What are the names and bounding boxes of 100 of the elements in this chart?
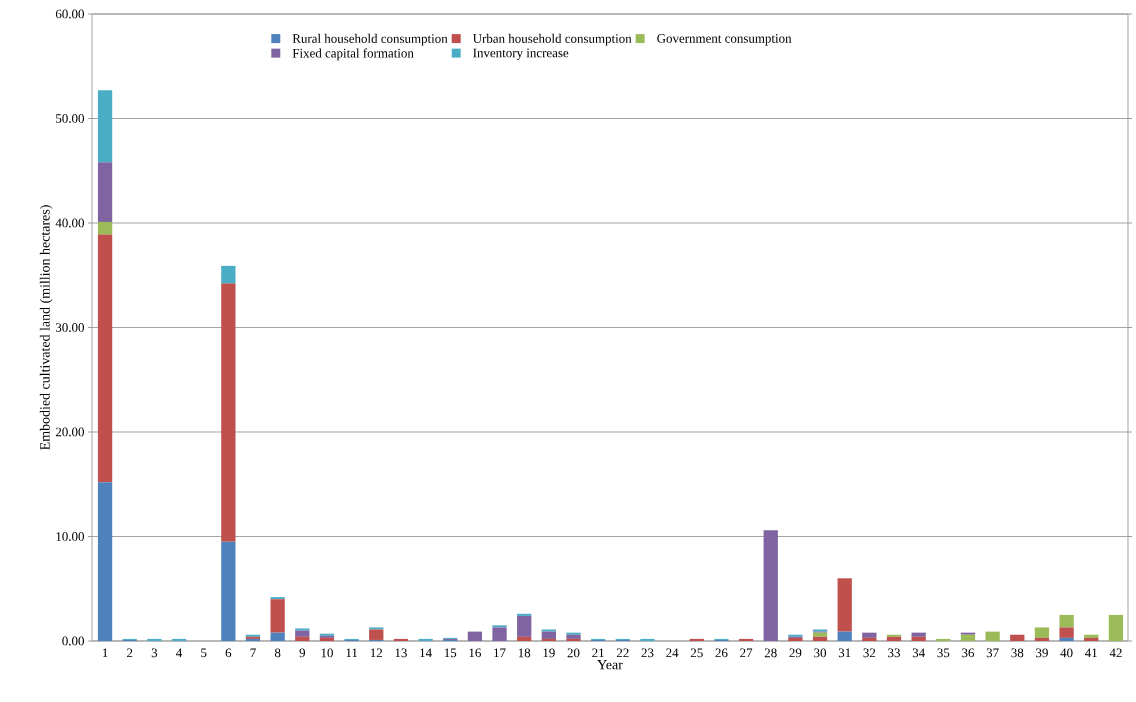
y-tick-label: 40.00: [55, 218, 84, 228]
bar: [1059, 637, 1074, 641]
x-tick-label: 38: [1011, 648, 1024, 658]
x-tick-label: 5: [201, 648, 207, 658]
x-tick-label: 32: [863, 648, 876, 658]
x-tick-label: 27: [740, 648, 753, 658]
y-tick-label: 10.00: [56, 532, 84, 541]
x-tick-label: 15: [444, 648, 457, 658]
x-tick-label: 29: [789, 648, 802, 658]
bar: [270, 599, 285, 633]
legend-label: Urban household consumption: [472, 33, 632, 46]
bar: [97, 482, 113, 641]
x-tick-label: 18: [518, 648, 531, 658]
bar: [1059, 627, 1074, 638]
y-tick-label: 50.00: [56, 114, 84, 123]
x-tick-label: 41: [1085, 648, 1097, 658]
bar: [270, 632, 285, 641]
bar: [393, 638, 409, 641]
bar: [1059, 614, 1074, 628]
x-tick-label: 28: [764, 648, 777, 658]
bar: [960, 634, 976, 641]
bar: [911, 632, 926, 637]
bar: [1034, 637, 1050, 641]
bar: [369, 629, 384, 640]
bar: [886, 636, 902, 641]
bar: [960, 632, 976, 635]
x-tick-label: 35: [937, 648, 950, 658]
y-axis-title: Embodied cultivated land (million hectares): [39, 205, 53, 450]
y-tick-label: 0.00: [62, 636, 84, 646]
bar: [763, 530, 778, 641]
bar: [985, 631, 1000, 641]
bar: [837, 631, 852, 641]
x-tick-label: 11: [346, 648, 358, 658]
x-tick-label: 25: [690, 648, 703, 658]
bar: [270, 597, 285, 600]
x-tick-label: 31: [838, 648, 851, 658]
bar: [812, 632, 828, 637]
x-tick-label: 12: [370, 648, 383, 658]
bar: [936, 638, 951, 641]
bar: [1010, 634, 1025, 641]
y-tick-label: 30.00: [55, 323, 84, 332]
x-tick-label: 16: [469, 648, 481, 658]
bar: [738, 638, 754, 641]
bar: [221, 283, 236, 542]
legend-label: Government consumption: [657, 34, 792, 46]
x-tick-label: 19: [543, 648, 555, 658]
bar: [492, 625, 507, 628]
x-tick-label: 8: [274, 648, 281, 658]
bar: [221, 265, 236, 284]
bar: [517, 636, 532, 641]
x-tick-label: 26: [715, 648, 728, 658]
bar: [295, 636, 310, 641]
x-axis-title: Year: [597, 660, 623, 670]
bar: [147, 638, 162, 641]
x-tick-label: 13: [395, 648, 407, 658]
bar: [1108, 614, 1124, 641]
bar: [566, 632, 581, 635]
bar: [911, 636, 926, 641]
bar: [886, 634, 902, 637]
x-tick-label: 2: [127, 648, 133, 658]
x-tick-label: 40: [1060, 648, 1073, 658]
x-tick-label: 9: [299, 648, 305, 658]
x-tick-label: 22: [616, 648, 629, 658]
bar: [97, 90, 113, 163]
bar: [566, 638, 581, 641]
legend-label: Inventory increase: [473, 48, 569, 60]
bar: [517, 615, 532, 637]
bar: [541, 629, 556, 632]
legend-label: Rural household consumption: [292, 33, 448, 46]
x-tick-label: 7: [250, 648, 256, 657]
x-tick-label: 1: [102, 648, 108, 658]
bar: [221, 541, 236, 641]
bar: [837, 578, 852, 632]
x-tick-label: 42: [1109, 648, 1122, 658]
x-tick-label: 30: [814, 648, 827, 658]
bar: [369, 627, 384, 630]
x-tick-label: 23: [641, 648, 654, 658]
bar: [689, 638, 704, 641]
x-tick-label: 33: [888, 648, 900, 658]
x-tick-label: 14: [420, 648, 432, 658]
bar: [295, 630, 310, 637]
bar: [418, 638, 433, 641]
x-tick-label: 6: [225, 648, 232, 658]
bar: [517, 613, 532, 616]
bar: [1034, 627, 1050, 638]
bar: [295, 628, 310, 631]
x-tick-label: 4: [176, 648, 183, 658]
x-tick-label: 34: [912, 648, 925, 658]
x-tick-label: 10: [321, 648, 333, 658]
bar: [492, 627, 507, 641]
bar: [171, 638, 187, 641]
legend-label: Fixed capital formation: [292, 48, 414, 61]
bar: [97, 162, 113, 222]
y-tick-label: 60.00: [55, 9, 84, 19]
x-tick-label: 3: [151, 648, 158, 658]
y-tick-label: 20.00: [55, 427, 84, 437]
x-tick-label: 24: [666, 648, 679, 658]
bar: [640, 638, 655, 641]
x-tick-label: 39: [1036, 648, 1048, 658]
x-tick-label: 20: [567, 648, 580, 658]
